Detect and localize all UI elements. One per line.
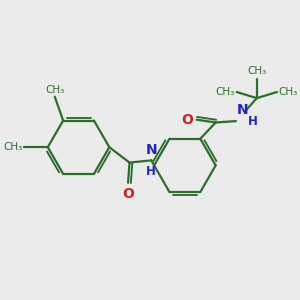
Text: H: H xyxy=(146,165,156,178)
Text: CH₃: CH₃ xyxy=(279,87,298,97)
Text: CH₃: CH₃ xyxy=(247,66,266,76)
Text: N: N xyxy=(146,143,157,157)
Text: N: N xyxy=(236,103,248,117)
Text: CH₃: CH₃ xyxy=(216,87,235,97)
Text: CH₃: CH₃ xyxy=(45,85,64,95)
Text: H: H xyxy=(248,115,257,128)
Text: O: O xyxy=(122,187,134,201)
Text: CH₃: CH₃ xyxy=(3,142,22,152)
Text: O: O xyxy=(182,113,193,127)
